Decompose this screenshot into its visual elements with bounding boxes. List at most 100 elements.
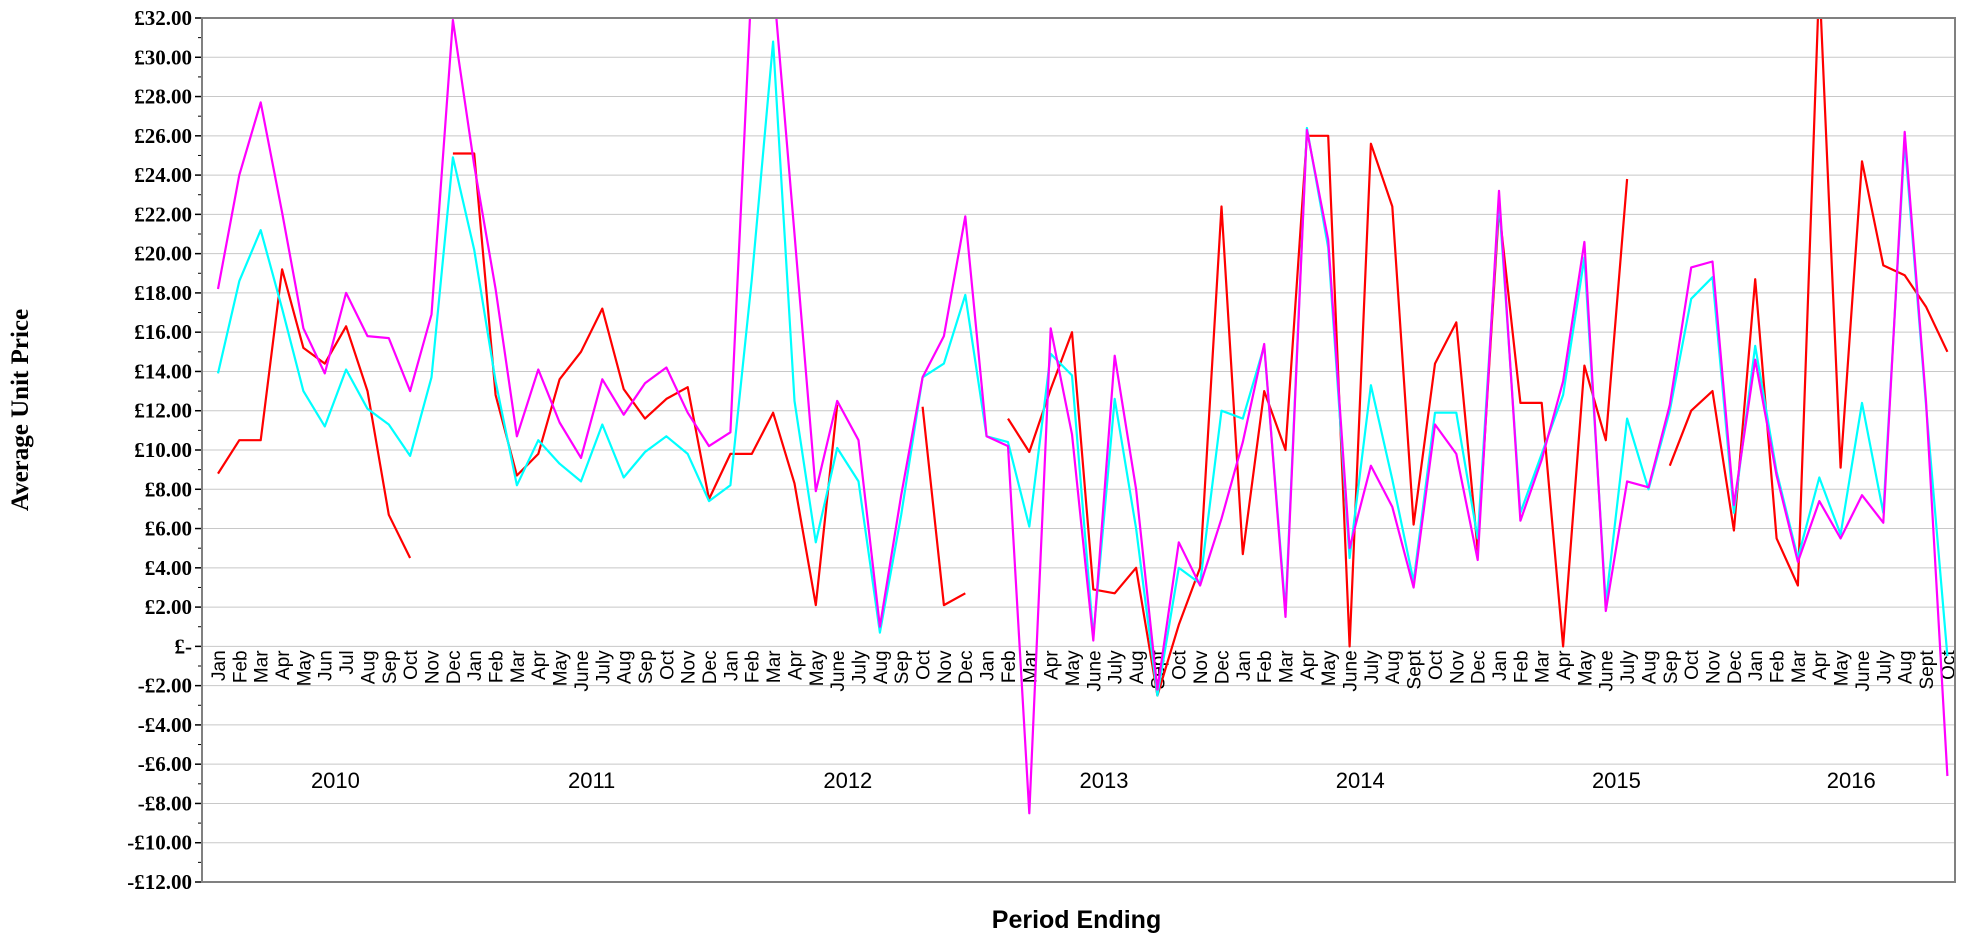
x-tick-label: Apr — [1554, 650, 1575, 680]
y-tick-label: £30.00 — [134, 45, 192, 69]
x-tick-label: June — [572, 650, 593, 691]
x-axis-ticks: Jan Feb Mar Apr May Jun Jul Aug Sep Oct Nov Dec Jan F… — [209, 650, 1959, 692]
y-tick-label: -£6.00 — [138, 752, 192, 776]
x-tick-label: Oct — [657, 650, 678, 680]
y-tick-label: £32.00 — [134, 6, 192, 30]
x-axis-title: Period Ending — [992, 906, 1161, 934]
x-tick-label: Mar — [1277, 650, 1298, 683]
x-tick-label: Mar — [1020, 650, 1041, 683]
x-tick-label: Dec — [1469, 650, 1490, 684]
year-label: 2012 — [823, 768, 872, 793]
x-tick-label: May — [294, 650, 315, 686]
y-tick-label: £22.00 — [134, 202, 192, 226]
plot-area-frame — [201, 17, 1956, 883]
y-tick-label: £20.00 — [134, 242, 192, 266]
y-tick-label: £26.00 — [134, 124, 192, 148]
y-tick-label: £10.00 — [134, 438, 192, 462]
x-tick-label: Sep — [892, 650, 913, 684]
y-tick-label: £18.00 — [134, 281, 192, 305]
x-tick-label: Sep — [380, 650, 401, 684]
x-tick-label: Mar — [252, 650, 273, 683]
x-tick-label: Apr — [273, 650, 294, 680]
y-axis-title: Average Unit Price — [7, 309, 34, 511]
x-tick-label: May — [1319, 650, 1340, 686]
x-tick-label: Apr — [1042, 650, 1063, 680]
y-tick-label: -£10.00 — [127, 831, 192, 855]
x-tick-label: Nov — [935, 650, 956, 684]
x-tick-label: Jan — [978, 650, 999, 681]
x-tick-label: Feb — [1255, 650, 1276, 683]
x-tick-label: Nov — [679, 650, 700, 684]
y-tick-label: £2.00 — [145, 595, 192, 619]
x-tick-label: June — [828, 650, 849, 691]
x-tick-label: Sep — [1661, 650, 1682, 684]
x-tick-label: Oct — [401, 650, 422, 680]
x-tick-label: Apr — [1298, 650, 1319, 680]
y-tick-label: £8.00 — [145, 477, 192, 501]
x-tick-label: Jan — [1490, 650, 1511, 681]
series-line — [1007, 134, 1629, 697]
y-tick-label: -£12.00 — [127, 870, 192, 894]
series-line — [216, 40, 1949, 697]
year-label: 2013 — [1080, 768, 1129, 793]
x-tick-label: Apr — [1810, 650, 1831, 680]
x-tick-label: Aug — [1127, 650, 1148, 684]
y-tick-label: £- — [175, 634, 193, 658]
year-labels: 2010 2011 2012 2013 2014 2015 2016 — [311, 768, 1876, 793]
x-tick-label: Feb — [743, 650, 764, 683]
year-label: 2014 — [1336, 768, 1385, 793]
y-tick-label: £4.00 — [145, 556, 192, 580]
y-tick-label: -£2.00 — [138, 674, 192, 698]
x-tick-label: Aug — [871, 650, 892, 684]
x-tick-label: July — [1874, 650, 1895, 684]
x-tick-label: Apr — [529, 650, 550, 680]
x-tick-label: Dec — [1725, 650, 1746, 684]
x-tick-label: Dec — [1212, 650, 1233, 684]
x-tick-label: Sep — [636, 650, 657, 684]
x-tick-label: May — [1832, 650, 1853, 686]
x-tick-label: Mar — [1533, 650, 1554, 683]
x-tick-label: Jan — [465, 650, 486, 681]
y-tick-label: £24.00 — [134, 163, 192, 187]
y-tick-label: £16.00 — [134, 320, 192, 344]
x-tick-label: Jan — [1746, 650, 1767, 681]
x-tick-label: May — [551, 650, 572, 686]
series-line — [216, 18, 1949, 815]
x-tick-label: Jan — [1234, 650, 1255, 681]
x-tick-label: Jan — [721, 650, 742, 681]
y-tick-label: -£4.00 — [138, 713, 192, 737]
x-tick-label: Feb — [1768, 650, 1789, 683]
series-line — [452, 152, 839, 607]
x-tick-label: Oct — [1426, 650, 1447, 680]
y-tick-label: £14.00 — [134, 359, 192, 383]
y-tick-label: £28.00 — [134, 85, 192, 109]
x-tick-label: July — [850, 650, 871, 684]
x-tick-label: May — [1575, 650, 1596, 686]
x-tick-label: July — [593, 650, 614, 684]
x-tick-label: June — [1084, 650, 1105, 691]
x-tick-label: Feb — [487, 650, 508, 683]
x-tick-label: June — [1597, 650, 1618, 691]
x-tick-label: July — [1362, 650, 1383, 684]
x-tick-label: Nov — [1191, 650, 1212, 684]
series-lines — [216, 18, 1949, 815]
x-tick-label: Oct — [1682, 650, 1703, 680]
y-tick-label: £6.00 — [145, 517, 192, 541]
y-axis-ticks: -£12.00 -£10.00 -£8.00 -£6.00 -£4.00 -£2.00 £-… — [127, 6, 202, 894]
x-tick-label: Sept — [1405, 650, 1426, 690]
x-tick-label: Dec — [956, 650, 977, 684]
x-tick-label: July — [1106, 650, 1127, 684]
x-tick-label: Mar — [1789, 650, 1810, 683]
x-tick-label: Dec — [444, 650, 465, 684]
series-line — [921, 406, 966, 607]
x-tick-label: Mar — [508, 650, 529, 683]
x-tick-label: Aug — [1383, 650, 1404, 684]
x-tick-label: May — [807, 650, 828, 686]
series-line — [1668, 18, 1949, 587]
x-tick-label: Oct — [914, 650, 935, 680]
x-tick-label: Nov — [1447, 650, 1468, 684]
x-tick-label: Feb — [1511, 650, 1532, 683]
x-tick-label: Jun — [316, 650, 337, 681]
